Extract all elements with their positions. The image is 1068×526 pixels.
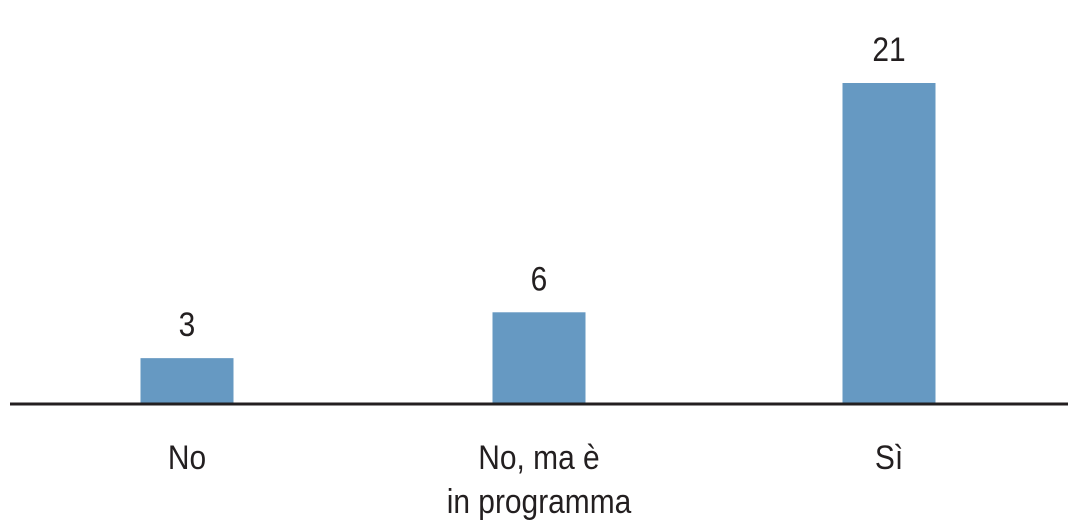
data-label: 3 xyxy=(179,305,196,343)
data-label: 6 xyxy=(531,259,548,297)
bar xyxy=(842,83,936,404)
x-tick-label: No xyxy=(167,439,207,477)
bar xyxy=(140,358,234,404)
data-label: 21 xyxy=(872,30,905,68)
x-tick-label: No, ma è in programma xyxy=(446,439,632,521)
bar xyxy=(492,312,586,404)
x-tick-label: Sì xyxy=(874,439,904,477)
